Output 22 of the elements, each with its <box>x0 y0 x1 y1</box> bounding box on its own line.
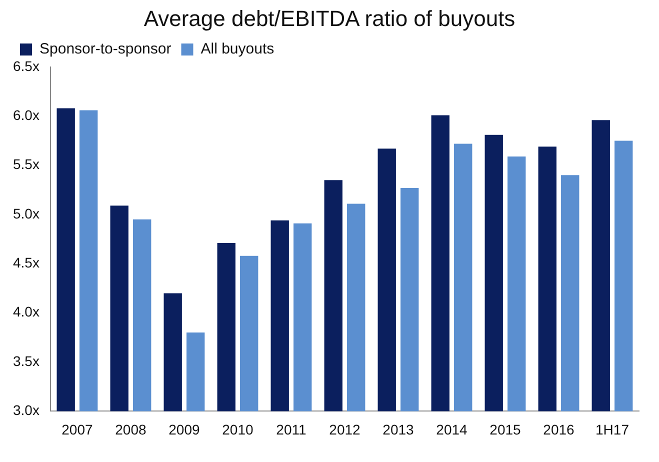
legend-label: All buyouts <box>200 40 274 58</box>
y-tick-label: 4.5x <box>12 254 40 271</box>
x-tick-label: 2014 <box>436 421 468 438</box>
y-tick-label: 5.5x <box>12 156 40 172</box>
chart-title: Average debt/EBITDA ratio of buyouts <box>142 6 516 32</box>
x-tick-label: 2009 <box>168 421 200 438</box>
x-tick-label: 2015 <box>490 421 522 438</box>
legend-label: Sponsor-to-sponsor <box>40 40 172 58</box>
y-tick-label: 5.0x <box>12 205 40 222</box>
x-tick-label: 2011 <box>276 421 306 438</box>
y-tick-label: 6.0x <box>12 107 40 124</box>
y-tick-label: 6.5x <box>12 58 40 74</box>
x-tick-label: 1H17 <box>596 421 630 438</box>
x-tick-label: 2016 <box>543 421 575 438</box>
x-tick-label: 2013 <box>382 421 414 438</box>
x-tick-label: 2007 <box>62 421 93 438</box>
y-tick-label: 3.5x <box>12 352 40 369</box>
y-tick-label: 3.0x <box>12 402 40 418</box>
x-tick-label: 2008 <box>115 421 146 438</box>
y-tick-label: 4.0x <box>12 304 40 320</box>
x-tick-label: 2012 <box>329 421 361 438</box>
x-tick-label: 2010 <box>222 421 254 438</box>
